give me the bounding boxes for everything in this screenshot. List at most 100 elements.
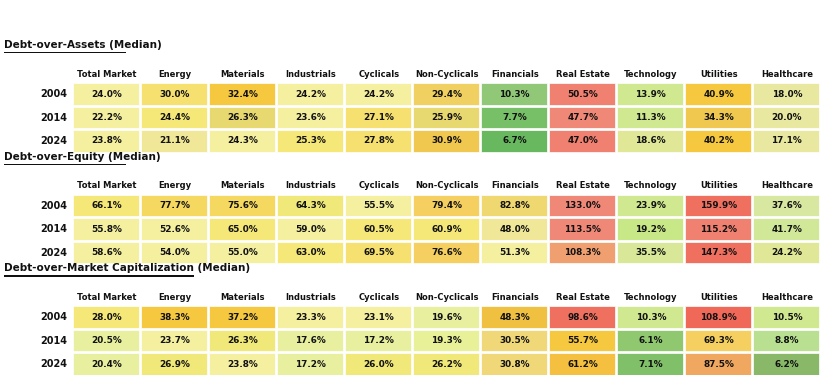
Bar bbox=[481, 195, 547, 216]
Text: 2024: 2024 bbox=[40, 248, 68, 258]
Text: 30.5%: 30.5% bbox=[499, 336, 530, 345]
Text: 19.3%: 19.3% bbox=[431, 336, 462, 345]
Bar bbox=[412, 353, 479, 375]
Bar bbox=[617, 353, 683, 375]
Bar bbox=[617, 195, 683, 216]
Bar bbox=[412, 218, 479, 240]
Bar bbox=[73, 218, 139, 240]
Text: 19.6%: 19.6% bbox=[431, 313, 462, 322]
Bar bbox=[345, 130, 411, 152]
Text: 18.0%: 18.0% bbox=[771, 90, 802, 99]
Bar bbox=[481, 130, 547, 152]
Bar bbox=[753, 306, 819, 328]
Bar bbox=[617, 106, 683, 128]
Bar bbox=[276, 330, 343, 351]
Bar bbox=[685, 218, 752, 240]
Text: 65.0%: 65.0% bbox=[228, 225, 258, 234]
Text: Debt-over-Assets (Median): Debt-over-Assets (Median) bbox=[4, 40, 162, 51]
Text: Healthcare: Healthcare bbox=[761, 70, 813, 79]
Bar bbox=[73, 130, 139, 152]
Text: Technology: Technology bbox=[624, 181, 677, 190]
Bar bbox=[685, 195, 752, 216]
Text: Debt-over-Market Capitalization (Median): Debt-over-Market Capitalization (Median) bbox=[4, 264, 250, 273]
Text: 63.0%: 63.0% bbox=[295, 248, 326, 257]
Bar bbox=[617, 306, 683, 328]
Bar bbox=[753, 218, 819, 240]
Bar bbox=[209, 106, 275, 128]
Bar bbox=[140, 195, 207, 216]
Bar bbox=[753, 195, 819, 216]
Text: 24.0%: 24.0% bbox=[92, 90, 122, 99]
Text: Cyclicals: Cyclicals bbox=[358, 70, 399, 79]
Text: 64.3%: 64.3% bbox=[295, 201, 326, 210]
Text: Technology: Technology bbox=[624, 292, 677, 302]
Text: 11.3%: 11.3% bbox=[635, 113, 666, 122]
Text: 23.1%: 23.1% bbox=[363, 313, 394, 322]
Text: 23.9%: 23.9% bbox=[635, 201, 667, 210]
Bar bbox=[412, 130, 479, 152]
Bar bbox=[209, 330, 275, 351]
Bar bbox=[73, 330, 139, 351]
Text: 10.3%: 10.3% bbox=[499, 90, 530, 99]
Text: 66.1%: 66.1% bbox=[92, 201, 122, 210]
Text: 20.4%: 20.4% bbox=[92, 360, 122, 369]
Text: 38.3%: 38.3% bbox=[159, 313, 190, 322]
Bar bbox=[276, 306, 343, 328]
Text: Industrials: Industrials bbox=[285, 292, 336, 302]
Text: 8.8%: 8.8% bbox=[775, 336, 799, 345]
Text: 7.7%: 7.7% bbox=[502, 113, 527, 122]
Text: Total Market: Total Market bbox=[77, 70, 136, 79]
Text: 2024: 2024 bbox=[40, 136, 68, 146]
Text: 26.9%: 26.9% bbox=[159, 360, 190, 369]
Bar bbox=[685, 130, 752, 152]
Bar bbox=[412, 330, 479, 351]
Bar bbox=[753, 242, 819, 263]
Text: 34.3%: 34.3% bbox=[704, 113, 734, 122]
Text: 69.5%: 69.5% bbox=[363, 248, 394, 257]
Text: Healthcare: Healthcare bbox=[761, 181, 813, 190]
Text: Real Estate: Real Estate bbox=[556, 181, 610, 190]
Bar bbox=[685, 242, 752, 263]
Bar bbox=[617, 330, 683, 351]
Text: 2004: 2004 bbox=[40, 201, 68, 211]
Bar bbox=[276, 353, 343, 375]
Bar bbox=[412, 242, 479, 263]
Text: 2014: 2014 bbox=[40, 112, 68, 123]
Text: 37.2%: 37.2% bbox=[227, 313, 258, 322]
Text: Total Market: Total Market bbox=[77, 292, 136, 302]
Bar bbox=[412, 83, 479, 105]
Bar bbox=[549, 218, 615, 240]
Text: 7.1%: 7.1% bbox=[639, 360, 663, 369]
Text: 47.7%: 47.7% bbox=[568, 113, 598, 122]
Text: Energy: Energy bbox=[158, 181, 191, 190]
Bar bbox=[617, 242, 683, 263]
Text: 87.5%: 87.5% bbox=[704, 360, 734, 369]
Bar bbox=[481, 353, 547, 375]
Bar bbox=[140, 218, 207, 240]
Text: Cyclicals: Cyclicals bbox=[358, 292, 399, 302]
Text: 26.2%: 26.2% bbox=[431, 360, 462, 369]
Bar bbox=[345, 218, 411, 240]
Bar bbox=[685, 306, 752, 328]
Text: Healthcare: Healthcare bbox=[761, 292, 813, 302]
Text: 6.1%: 6.1% bbox=[639, 336, 663, 345]
Bar bbox=[685, 106, 752, 128]
Text: 55.5%: 55.5% bbox=[363, 201, 394, 210]
Bar bbox=[276, 218, 343, 240]
Text: 55.8%: 55.8% bbox=[92, 225, 122, 234]
Bar bbox=[345, 83, 411, 105]
Text: Financials: Financials bbox=[491, 292, 539, 302]
Bar bbox=[276, 242, 343, 263]
Bar bbox=[685, 330, 752, 351]
Text: 41.7%: 41.7% bbox=[771, 225, 802, 234]
Bar bbox=[345, 353, 411, 375]
Text: 50.5%: 50.5% bbox=[568, 90, 598, 99]
Text: 52.6%: 52.6% bbox=[159, 225, 190, 234]
Text: 108.9%: 108.9% bbox=[700, 313, 738, 322]
Bar bbox=[4, 164, 125, 165]
Bar bbox=[4, 53, 125, 54]
Bar bbox=[753, 83, 819, 105]
Bar bbox=[617, 218, 683, 240]
Text: 40.9%: 40.9% bbox=[704, 90, 734, 99]
Text: 25.9%: 25.9% bbox=[431, 113, 462, 122]
